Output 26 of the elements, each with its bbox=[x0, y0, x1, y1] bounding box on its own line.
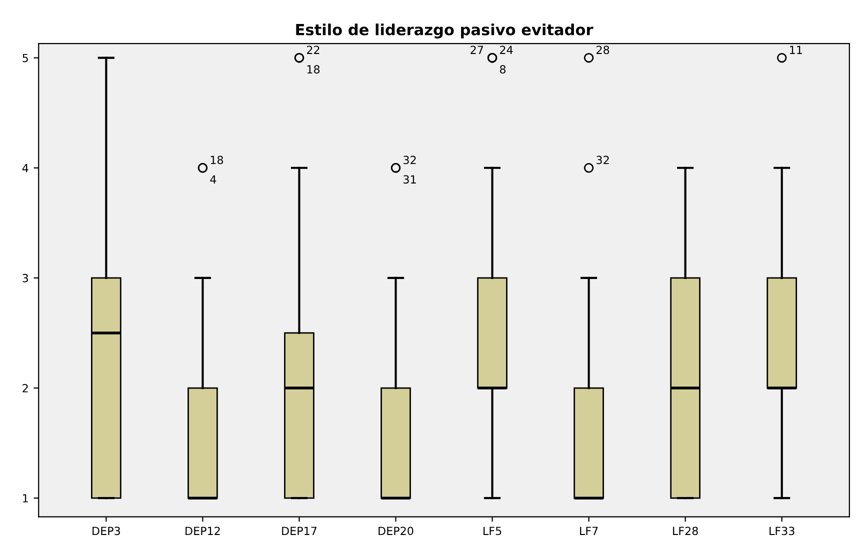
x-tick-label: DEP20 bbox=[378, 526, 414, 536]
annotation: 18 bbox=[307, 65, 320, 74]
x-tick-label: LF28 bbox=[673, 526, 698, 536]
x-tick-label: LF33 bbox=[770, 526, 794, 536]
annotation: 11 bbox=[790, 46, 802, 54]
x-tick-label: LF7 bbox=[580, 526, 598, 535]
annotation: 4 bbox=[210, 175, 216, 184]
annotation: 27 bbox=[470, 46, 483, 54]
y-tick-label: 3 bbox=[22, 274, 28, 282]
y-tick-label: 1 bbox=[23, 494, 28, 502]
annotation: 8 bbox=[500, 65, 506, 74]
annotation: 32 bbox=[404, 156, 416, 164]
annotation: 32 bbox=[596, 156, 609, 164]
annotation: 18 bbox=[210, 156, 224, 164]
annotation: 31 bbox=[404, 175, 416, 184]
annotation: 24 bbox=[500, 46, 513, 54]
annotation: 22 bbox=[306, 46, 320, 54]
chart-title: Estilo de liderazgo pasivo evitador bbox=[296, 24, 594, 38]
y-tick-label: 5 bbox=[22, 54, 28, 62]
y-tick-label: 2 bbox=[22, 384, 28, 392]
y-tick-label: 4 bbox=[22, 164, 28, 172]
annotation: 28 bbox=[596, 46, 610, 54]
x-tick-label: DEP17 bbox=[282, 526, 316, 535]
x-tick-label: DEP3 bbox=[92, 526, 120, 536]
x-tick-label: LF5 bbox=[484, 526, 502, 536]
x-tick-label: DEP12 bbox=[186, 526, 220, 535]
